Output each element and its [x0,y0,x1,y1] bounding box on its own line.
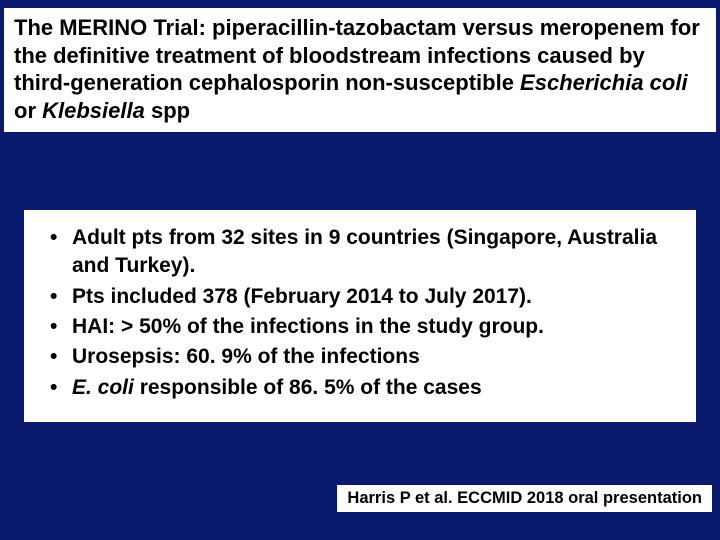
bullet-text: Adult pts from 32 sites in 9 countries (… [72,226,657,277]
title-box: The MERINO Trial: piperacillin-tazobacta… [4,8,716,132]
title-italic-klebsiella: Klebsiella [42,98,145,123]
bullet-text: HAI: > 50% of the infections in the stud… [72,315,544,338]
list-item: E. coli responsible of 86. 5% of the cas… [42,374,678,402]
citation-box: Harris P et al. ECCMID 2018 oral present… [337,485,712,512]
title-post: spp [145,98,190,123]
content-box: Adult pts from 32 sites in 9 countries (… [24,210,696,422]
list-item: Adult pts from 32 sites in 9 countries (… [42,224,678,281]
list-item: Urosepsis: 60. 9% of the infections [42,343,678,371]
list-item: HAI: > 50% of the infections in the stud… [42,313,678,341]
bullet-italic-ecoli: E. coli [72,376,134,399]
title-mid: or [14,98,42,123]
bullet-list: Adult pts from 32 sites in 9 countries (… [42,224,678,402]
citation-text: Harris P et al. ECCMID 2018 oral present… [347,489,702,507]
bullet-text: Urosepsis: 60. 9% of the infections [72,345,420,368]
bullet-text: Pts included 378 (February 2014 to July … [72,285,532,308]
bullet-text: responsible of 86. 5% of the cases [134,376,482,399]
title-italic-ecoli: Escherichia coli [520,70,688,95]
list-item: Pts included 378 (February 2014 to July … [42,283,678,311]
slide-title: The MERINO Trial: piperacillin-tazobacta… [14,14,706,124]
